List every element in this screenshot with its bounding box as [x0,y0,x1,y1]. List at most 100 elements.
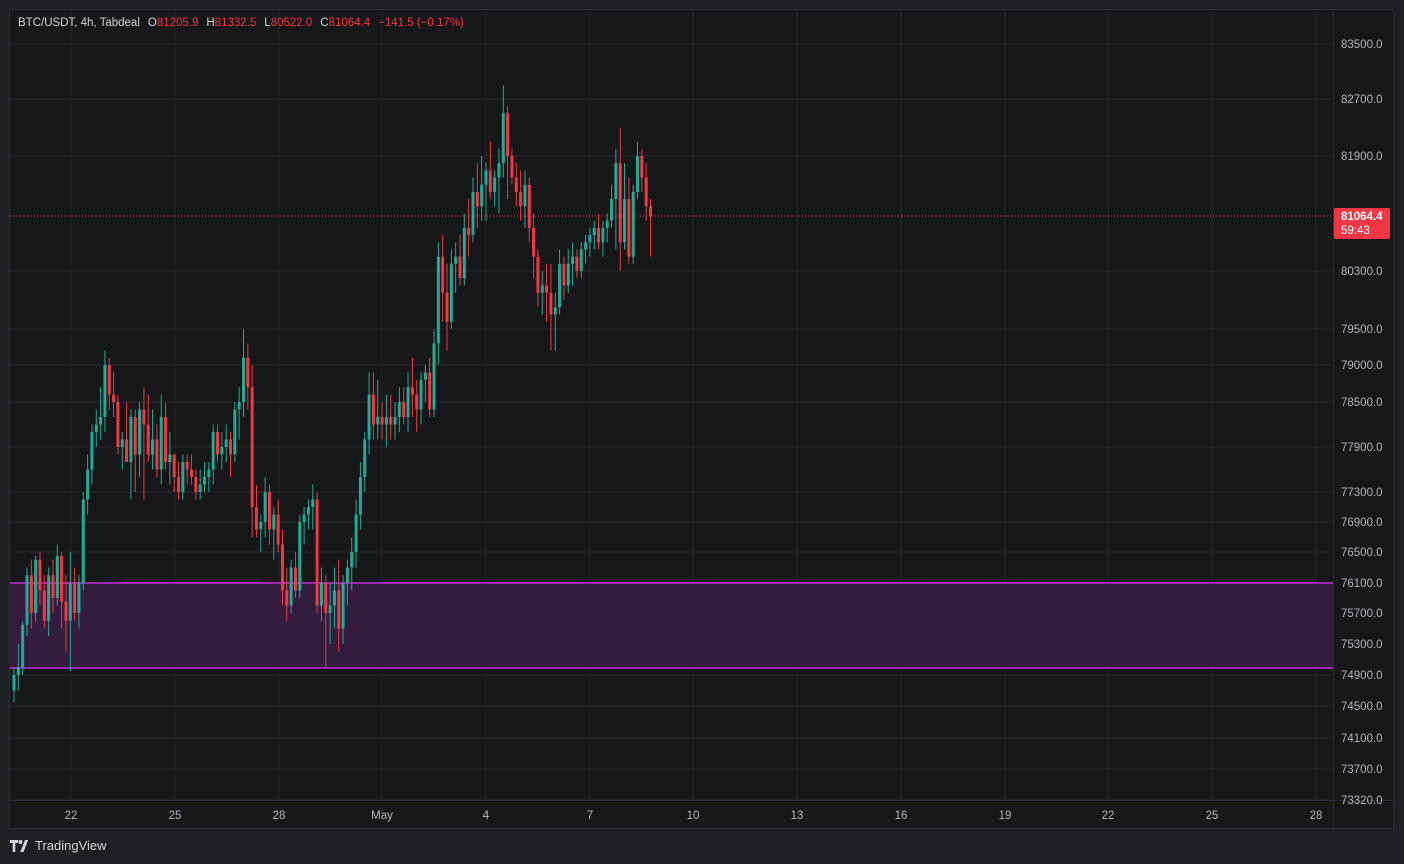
candle-body [151,439,155,455]
candle [618,127,622,271]
candle-body [471,191,475,236]
low-value: 80522.0 [270,17,313,29]
candle [488,141,492,200]
time-tick-label: 25 [1206,810,1219,822]
candle [172,454,176,492]
price-tick-label: 73700.0 [1341,764,1383,776]
candle [341,575,345,644]
candle [267,484,271,545]
time-axis[interactable]: 22 25 28 May 4 7 10 13 16 19 22 25 28 [65,810,1323,822]
candle-body [47,575,51,621]
candle-body [107,365,111,395]
candle-body [631,191,635,257]
candle-body [588,235,592,243]
candle-body [185,462,189,470]
candle [103,350,107,432]
candle [263,477,267,537]
candle [545,263,549,322]
candle [237,387,241,440]
candle [423,365,427,402]
candle [549,263,553,351]
candle-body [558,263,562,308]
candle-body [285,590,289,606]
last-price-tag: 81064.4 59:43 [1334,208,1390,239]
candle [523,170,527,228]
candle-body [640,156,644,178]
time-tick-label: 19 [999,810,1012,822]
candle-body [211,432,215,470]
price-tick-label: 77900.0 [1341,442,1383,454]
candle [64,575,68,652]
candle-body [194,477,198,492]
footer[interactable]: TradingView [10,838,107,853]
candle [571,242,575,286]
candle [354,499,358,568]
support-zone [10,582,1333,670]
candle [514,163,518,207]
candle [246,343,250,410]
candle-body [198,484,202,492]
price-tick-label: 79500.0 [1341,324,1383,336]
candle [38,552,42,606]
price-tick-label: 83500.0 [1341,39,1383,51]
price-tick-label: 74500.0 [1341,701,1383,713]
price-tick-label: 76100.0 [1341,578,1383,590]
candle-body [341,583,345,629]
candle [138,402,142,477]
candle [566,249,570,293]
candle [623,163,627,250]
candle-body [25,575,29,625]
candle-body [241,357,245,402]
candle-body [190,469,194,477]
candle-body [480,184,484,207]
candle-body [592,227,596,236]
candle [597,213,601,250]
candle-body [428,372,432,410]
price-tick-label: 80300.0 [1341,266,1383,278]
candle [605,213,609,243]
candle [644,163,648,221]
candle [358,462,362,530]
candle [345,559,349,606]
candle [47,567,51,637]
low-label: L [264,17,271,29]
candle [99,387,103,440]
candle-body [112,394,116,402]
price-tick-label: 81900.0 [1341,151,1383,163]
candle [350,537,354,591]
candle [449,249,453,329]
time-tick-label: 28 [1310,810,1323,822]
candle-body [571,256,575,264]
candle [380,402,384,440]
candle [125,402,129,462]
candle-body [116,402,120,447]
candle-body [233,409,237,455]
candle [588,227,592,257]
candle-body [597,227,601,243]
candle [42,575,46,629]
candle [285,567,289,621]
candle-body [172,454,176,477]
candle [233,402,237,462]
price-tick-label: 75700.0 [1341,608,1383,620]
price-axis[interactable]: 83500.0 82700.0 81900.0 80300.0 79500.0 79000… [1341,39,1383,807]
candle-body [371,394,375,425]
candle [181,454,185,500]
candle [241,329,245,417]
candle-body [397,402,401,417]
candle-body [99,417,103,425]
candle [640,148,644,192]
candle-body [445,292,449,322]
candle [116,394,120,455]
candle [207,462,211,492]
candle-body [246,357,250,388]
candle [159,394,163,485]
candle [77,575,81,629]
candle [462,213,466,286]
tradingview-logo-icon [10,839,29,852]
time-tick-label: 10 [687,810,700,822]
candle [289,559,293,613]
candle-body [311,499,315,507]
candle-body [415,394,419,410]
